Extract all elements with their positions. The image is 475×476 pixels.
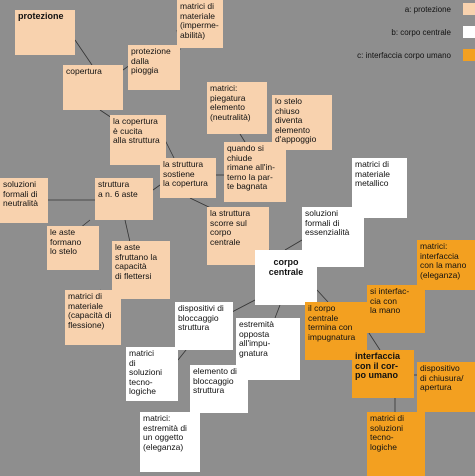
legend-label: b: corpo centrale bbox=[391, 28, 451, 37]
legend-swatch bbox=[463, 26, 475, 38]
node: le aste sfruttano la capacità di fletter… bbox=[112, 241, 170, 299]
node: corpo centrale bbox=[255, 250, 317, 305]
legend-label: a: protezione bbox=[404, 5, 451, 14]
node: copertura bbox=[63, 65, 123, 110]
legend-swatch bbox=[463, 3, 475, 15]
node: dispositivi di bloccaggio struttura bbox=[175, 302, 233, 350]
node: le aste formano lo stelo bbox=[47, 226, 99, 270]
node: quando si chiude rimane all'in- terno la… bbox=[224, 142, 286, 202]
node: matrici di materiale (capacità di flessi… bbox=[65, 290, 121, 345]
node: dispositivo di chiusura/ apertura bbox=[417, 362, 475, 412]
node: elemento di bloccaggio struttura bbox=[190, 365, 248, 413]
node: struttura a n. 6 aste bbox=[95, 178, 153, 220]
node: protezione bbox=[15, 10, 75, 55]
node: interfaccia con il cor- po umano bbox=[352, 350, 414, 398]
node: matrici di soluzioni tecno- logiche bbox=[367, 412, 425, 476]
node: lo stelo chiuso diventa elemento d'appog… bbox=[272, 95, 332, 150]
node: matrici: piegatura elemento (neutralità) bbox=[207, 82, 267, 134]
legend-label: c: interfaccia corpo umano bbox=[357, 51, 451, 60]
node: soluzioni formali di neutralità bbox=[0, 178, 48, 223]
node: la struttura sostiene la copertura bbox=[160, 158, 216, 198]
node: protezione dalla pioggia bbox=[128, 45, 180, 90]
node: matrici: interfaccia con la mano (elegan… bbox=[417, 240, 475, 290]
node: si interfac- cia con la mano bbox=[367, 285, 425, 333]
node: matrici: estremità di un oggetto (elegan… bbox=[140, 412, 200, 472]
node: la copertura è cucita alla struttura bbox=[110, 115, 166, 165]
node: matrici di materiale (imperme- abilità) bbox=[177, 0, 223, 48]
node: matrici di soluzioni tecno- logiche bbox=[126, 347, 178, 401]
legend-swatch bbox=[463, 49, 475, 61]
